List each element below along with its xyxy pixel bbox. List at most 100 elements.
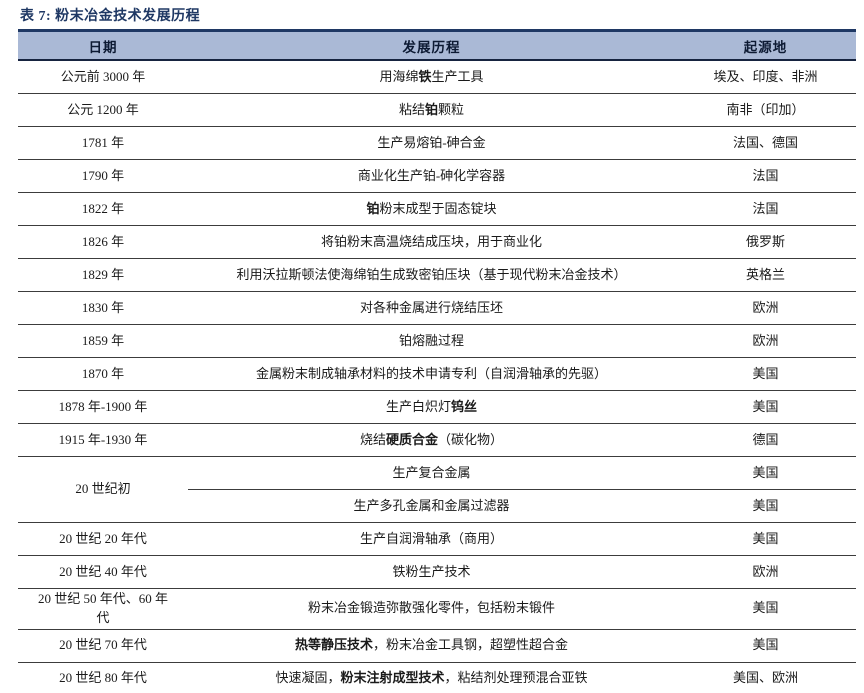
cell-development: 铂熔融过程 [188,324,675,358]
cell-development: 热等静压技术，粉末冶金工具钢，超塑性超合金 [188,629,675,663]
cell-origin: 欧洲 [675,555,856,589]
table-row: 生产多孔金属和金属过滤器 美国 [18,489,856,523]
development-text: 粉末成型于固态锭块 [379,200,497,216]
table-row: 20 世纪 80 年代 快速凝固，粉末注射成型技术，粘结剂处理预混合亚铁 美国、欧洲 [18,662,856,693]
column-header-origin: 起源地 [675,30,856,61]
table-row: 20 世纪 50 年代、60 年代 粉末冶金锻造弥散强化零件，包括粉末锻件 美国 [18,588,856,630]
cell-date: 1830 年 [18,291,188,325]
development-text: 烧结 [359,431,386,447]
table-row: 1781 年 生产易熔铂-砷合金 法国、德国 [18,126,856,160]
column-header-development: 发展历程 [188,30,675,61]
cell-origin: 欧洲 [675,324,856,358]
table-body: 公元前 3000 年用海绵铁生产工具 埃及、印度、非洲 公元 1200 年粘结铂颗粒… [18,60,856,693]
development-text: 铂熔融过程 [398,332,464,348]
cell-development: 对各种金属进行烧结压坯 [188,291,675,325]
cell-development: 烧结硬质合金（碳化物） [188,423,675,457]
development-text: 粉末冶金锻造弥散强化零件，包括粉末锻件 [307,600,555,616]
cell-origin: 法国 [675,192,856,226]
cell-date: 1826 年 [18,225,188,259]
cell-origin: 南非（印加） [675,93,856,127]
cell-origin: 美国 [675,522,856,556]
cell-date: 20 世纪 50 年代、60 年代 [18,588,188,630]
development-text-bold: 铁 [418,68,432,84]
cell-date: 公元前 3000 年 [18,60,188,94]
cell-development: 快速凝固，粉末注射成型技术，粘结剂处理预混合亚铁 [188,662,675,693]
development-text: 颗粒 [438,101,465,117]
table-row: 1915 年-1930 年烧结硬质合金（碳化物） 德国 [18,423,856,457]
cell-development: 生产复合金属 [188,456,675,490]
table-row: 1790 年 商业化生产铂-砷化学容器 法国 [18,159,856,193]
development-text: 商业化生产铂-砷化学容器 [357,167,506,183]
development-text: 生产白炽灯 [385,398,451,414]
table-row: 20 世纪初 生产复合金属 美国 [18,456,856,523]
cell-date: 1829 年 [18,258,188,292]
table-row: 公元前 3000 年用海绵铁生产工具 埃及、印度、非洲 [18,60,856,94]
development-text: 生产自润滑轴承（商用） [359,530,503,546]
development-text: （碳化物） [438,431,504,447]
development-text: 金属粉末制成轴承材料的技术申请专利（自润滑轴承的先驱） [255,365,607,381]
cell-date: 20 世纪 20 年代 [18,522,188,556]
development-text-bold: 热等静压技术 [294,637,373,653]
development-history-table: 日期 发展历程 起源地 公元前 3000 年用海绵铁生产工具 埃及、印度、非洲 公元… [18,29,856,693]
development-text: 快速凝固， [275,670,341,686]
cell-origin: 美国、欧洲 [675,662,856,693]
development-text: 用海绵 [379,68,419,84]
development-text: ，粉末冶金工具钢，超塑性超合金 [373,637,569,653]
table-row: 1878 年-1900 年 生产白炽灯钨丝 美国 [18,390,856,424]
development-text-bold: 硬质合金 [385,431,438,447]
cell-date: 1781 年 [18,126,188,160]
table-row: 20 世纪 20 年代 生产自润滑轴承（商用） 美国 [18,522,856,556]
cell-development: 利用沃拉斯顿法使海绵铂生成致密铂压块（基于现代粉末冶金技术） [188,258,675,292]
cell-origin: 美国 [675,456,856,490]
cell-development: 用海绵铁生产工具 [188,60,675,94]
cell-development: 铂粉末成型于固态锭块 [188,192,675,226]
cell-date: 1859 年 [18,324,188,358]
development-text: 将铂粉末高温烧结成压块，用于商业化 [320,233,542,249]
table-title: 表 7: 粉末冶金技术发展历程 [20,9,201,24]
cell-development: 商业化生产铂-砷化学容器 [188,159,675,193]
cell-date: 1870 年 [18,357,188,391]
cell-development: 生产易熔铂-砷合金 [188,126,675,160]
cell-development: 金属粉末制成轴承材料的技术申请专利（自润滑轴承的先驱） [188,357,675,391]
development-text: 粘结 [398,101,425,117]
development-text-bold: 铂 [366,200,380,216]
cell-origin: 法国 [675,159,856,193]
cell-development: 铁粉生产技术 [188,555,675,589]
cell-date: 1822 年 [18,192,188,226]
cell-origin: 法国、德国 [675,126,856,160]
cell-date: 1878 年-1900 年 [18,390,188,424]
table-row: 1859 年 铂熔融过程 欧洲 [18,324,856,358]
development-text-bold: 铂 [424,101,438,117]
cell-development: 生产多孔金属和金属过滤器 [188,489,675,523]
development-text-bold: 钨丝 [451,398,478,414]
cell-development: 粉末冶金锻造弥散强化零件，包括粉末锻件 [188,588,675,630]
development-text: 生产多孔金属和金属过滤器 [353,497,510,513]
cell-origin: 美国 [675,390,856,424]
cell-date: 20 世纪 70 年代 [18,629,188,663]
development-text: 利用沃拉斯顿法使海绵铂生成致密铂压块（基于现代粉末冶金技术） [236,266,627,282]
table-row: 1826 年 将铂粉末高温烧结成压块，用于商业化 俄罗斯 [18,225,856,259]
development-text: 对各种金属进行烧结压坯 [359,299,503,315]
table-row: 公元 1200 年粘结铂颗粒 南非（印加） [18,93,856,127]
cell-development: 生产自润滑轴承（商用） [188,522,675,556]
cell-development: 粘结铂颗粒 [188,93,675,127]
cell-origin: 埃及、印度、非洲 [675,60,856,94]
cell-date: 公元 1200 年 [18,93,188,127]
table-row: 1830 年 对各种金属进行烧结压坯 欧洲 [18,291,856,325]
development-text: 生产复合金属 [392,464,471,480]
cell-date: 20 世纪初 [18,456,188,523]
cell-origin: 美国 [675,357,856,391]
cell-origin: 德国 [675,423,856,457]
column-header-date: 日期 [18,30,188,61]
cell-origin: 美国 [675,489,856,523]
cell-date: 1915 年-1930 年 [18,423,188,457]
table-row: 20 世纪 70 年代 热等静压技术，粉末冶金工具钢，超塑性超合金 美国 [18,629,856,663]
table-row: 1822 年铂粉末成型于固态锭块 法国 [18,192,856,226]
cell-origin: 英格兰 [675,258,856,292]
header-row: 日期 发展历程 起源地 [18,30,856,61]
table-row: 20 世纪 40 年代 铁粉生产技术 欧洲 [18,555,856,589]
development-text: ，粘结剂处理预混合亚铁 [444,670,588,686]
cell-origin: 美国 [675,588,856,630]
cell-development: 将铂粉末高温烧结成压块，用于商业化 [188,225,675,259]
